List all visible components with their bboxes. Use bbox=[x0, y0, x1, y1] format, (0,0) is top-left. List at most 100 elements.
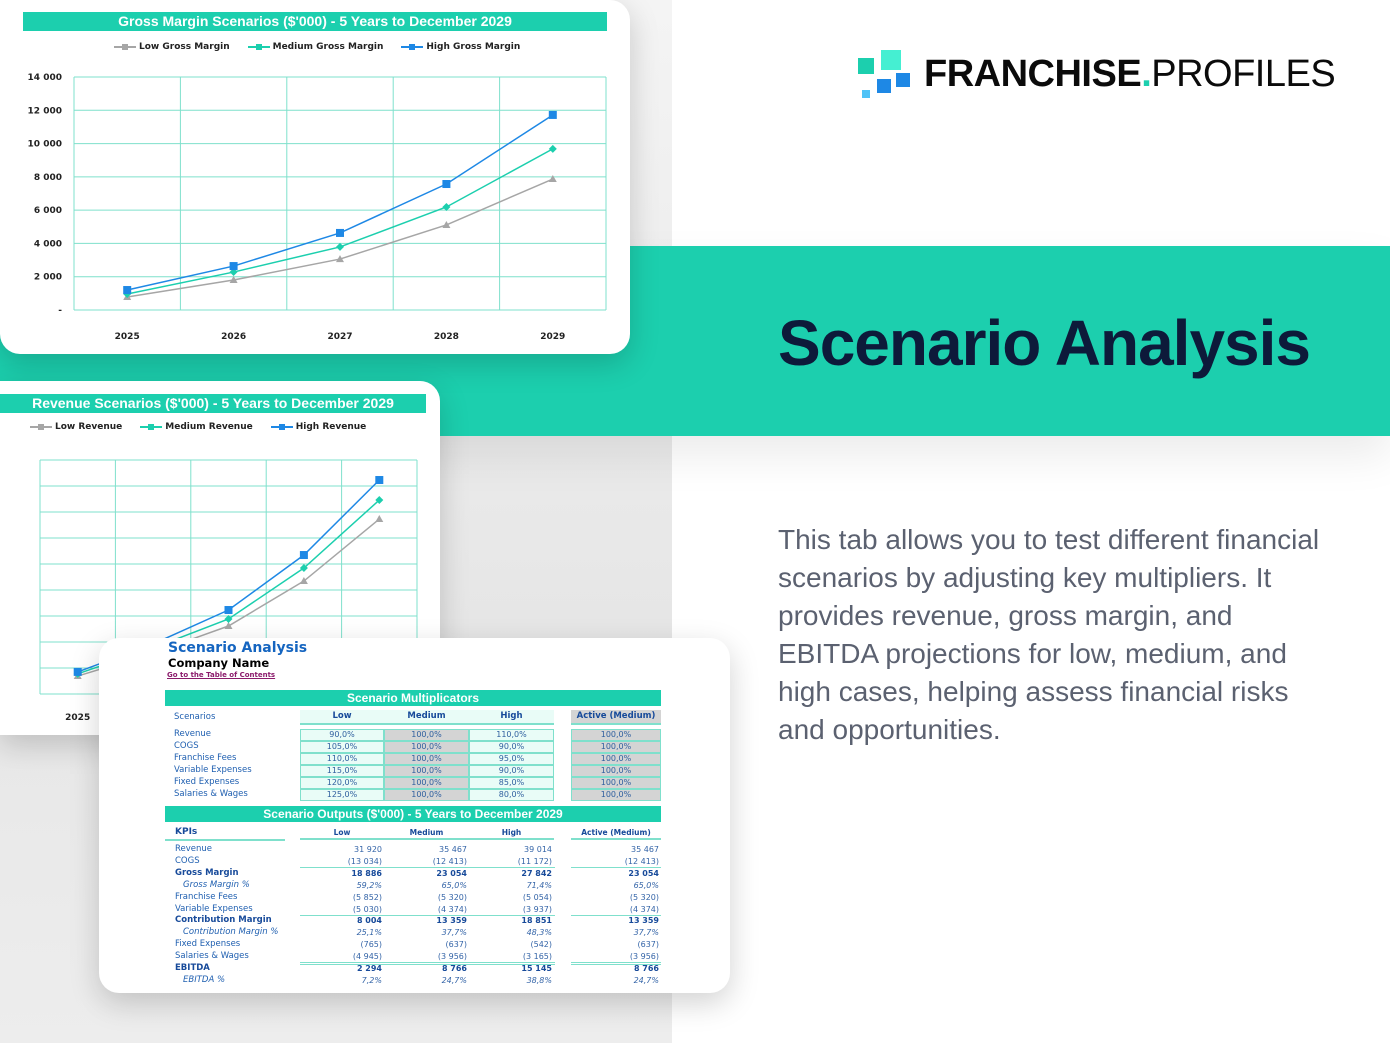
kpi-value: 25,1% bbox=[356, 928, 382, 938]
kpi-value: 37,7% bbox=[441, 928, 467, 938]
kpi-value: (3 956) bbox=[629, 952, 659, 962]
logo-text-bold: FRANCHISE bbox=[924, 53, 1142, 95]
multiplier-input-cell[interactable]: 105,0% bbox=[300, 741, 384, 753]
kpi-value: 15 145 bbox=[521, 964, 552, 973]
kpi-value: (5 320) bbox=[629, 892, 659, 902]
gross-margin-chart-card: Gross Margin Scenarios ($'000) - 5 Years… bbox=[0, 0, 630, 354]
data-point bbox=[548, 144, 557, 153]
data-point bbox=[299, 564, 308, 573]
data-point bbox=[229, 276, 238, 284]
kpi-label: Fixed Expenses bbox=[175, 939, 241, 950]
x-tick-label: 2028 bbox=[434, 332, 459, 342]
active-multiplier-cell: 100,0% bbox=[571, 741, 661, 753]
kpi-label: EBITDA bbox=[175, 963, 210, 973]
multiplier-input-cell[interactable]: 100,0% bbox=[384, 789, 469, 801]
kpi-value: 35 467 bbox=[439, 845, 467, 854]
data-point bbox=[375, 476, 384, 485]
multiplier-input-cell[interactable]: 100,0% bbox=[384, 753, 469, 765]
multiplier-input-cell[interactable]: 90,0% bbox=[300, 729, 384, 741]
series-line bbox=[127, 178, 554, 298]
y-tick-label: 10 000 bbox=[28, 140, 62, 150]
legend-swatch-icon bbox=[140, 424, 163, 430]
hero-title: Scenario Analysis bbox=[778, 307, 1311, 379]
kpi-value: (637) bbox=[445, 940, 467, 950]
kpi-value: (5 030) bbox=[352, 904, 382, 914]
kpi-value: (4 945) bbox=[352, 952, 382, 962]
chart-title: Revenue Scenarios ($'000) - 5 Years to D… bbox=[0, 394, 426, 413]
multiplier-input-cell[interactable]: 90,0% bbox=[469, 765, 554, 777]
data-point bbox=[224, 606, 233, 615]
kpi-label: Gross Margin % bbox=[183, 879, 250, 890]
kpi-label: Gross Margin bbox=[175, 867, 239, 878]
kpi-label: EBITDA % bbox=[183, 974, 226, 985]
kpi-value: 13 359 bbox=[628, 916, 659, 926]
multiplier-input-cell[interactable]: 125,0% bbox=[300, 789, 384, 801]
y-tick-label: 8 000 bbox=[34, 173, 62, 183]
kpi-value: 8 766 bbox=[441, 964, 467, 973]
data-point bbox=[442, 202, 451, 211]
multiplier-input-cell[interactable]: 100,0% bbox=[384, 777, 469, 789]
kpis-label: KPIs bbox=[175, 827, 198, 837]
column-header: Medium bbox=[384, 710, 469, 725]
kpi-value: 24,7% bbox=[633, 975, 659, 985]
kpi-value: 23 054 bbox=[628, 868, 659, 878]
legend-label: Low Revenue bbox=[55, 422, 123, 432]
kpi-value: 7,2% bbox=[361, 975, 382, 985]
active-multiplier-cell: 100,0% bbox=[571, 789, 661, 801]
multiplier-input-cell[interactable]: 110,0% bbox=[300, 753, 384, 765]
multiplier-input-cell[interactable]: 90,0% bbox=[469, 741, 554, 753]
kpi-value: (3 937) bbox=[522, 904, 552, 914]
kpi-value: 31 920 bbox=[354, 845, 382, 854]
legend-item: Medium Revenue bbox=[140, 421, 253, 433]
multiplier-label: COGS bbox=[174, 741, 199, 751]
y-tick-label: 4 000 bbox=[34, 239, 62, 249]
kpi-value: (765) bbox=[360, 940, 382, 950]
logo-text-light: PROFILES bbox=[1151, 53, 1336, 95]
multiplier-input-cell[interactable]: 120,0% bbox=[300, 777, 384, 789]
kpi-label: Contribution Margin % bbox=[183, 927, 279, 938]
multiplier-label: Salaries & Wages bbox=[174, 789, 248, 799]
data-point bbox=[548, 110, 557, 119]
scenarios-label: Scenarios bbox=[174, 712, 216, 722]
multiplier-input-cell[interactable]: 80,0% bbox=[469, 789, 554, 801]
kpi-label: Variable Expenses bbox=[175, 903, 253, 914]
logo-mark-icon bbox=[858, 48, 910, 98]
x-tick-label: 2025 bbox=[115, 332, 140, 342]
multiplier-input-cell[interactable]: 100,0% bbox=[384, 741, 469, 753]
legend-label: Medium Revenue bbox=[165, 422, 253, 432]
multiplier-input-cell[interactable]: 95,0% bbox=[469, 753, 554, 765]
kpi-value: 48,3% bbox=[526, 928, 552, 938]
legend-label: Low Gross Margin bbox=[139, 42, 230, 52]
kpi-label: Franchise Fees bbox=[175, 891, 238, 902]
scenario-sheet-card: Scenario Analysis Company Name Go to the… bbox=[99, 638, 730, 993]
multiplier-label: Franchise Fees bbox=[174, 753, 237, 763]
kpi-value: 37,7% bbox=[633, 928, 659, 938]
table-of-contents-link[interactable]: Go to the Table of Contents bbox=[167, 671, 276, 679]
column-header: High bbox=[469, 827, 554, 840]
data-point bbox=[336, 255, 344, 263]
legend-label: Medium Gross Margin bbox=[272, 42, 384, 52]
multiplier-label: Variable Expenses bbox=[174, 765, 252, 775]
active-multiplier-cell: 100,0% bbox=[571, 777, 661, 789]
multiplier-input-cell[interactable]: 100,0% bbox=[384, 729, 469, 741]
kpi-value: 13 359 bbox=[436, 916, 467, 926]
multiplier-label: Revenue bbox=[174, 729, 212, 739]
company-name: Company Name bbox=[168, 656, 270, 670]
series-line bbox=[127, 114, 554, 291]
y-tick-label: 6 000 bbox=[34, 206, 62, 216]
multiplier-input-cell[interactable]: 100,0% bbox=[384, 765, 469, 777]
multiplier-input-cell[interactable]: 85,0% bbox=[469, 777, 554, 789]
kpi-value: 71,4% bbox=[526, 880, 552, 890]
y-tick-label: 12 000 bbox=[28, 106, 62, 116]
data-point bbox=[73, 667, 82, 676]
multiplier-input-cell[interactable]: 115,0% bbox=[300, 765, 384, 777]
kpi-value: (13 034) bbox=[347, 856, 382, 866]
logo-dot: . bbox=[1141, 53, 1152, 95]
outputs-header: Scenario Outputs ($'000) - 5 Years to De… bbox=[165, 806, 661, 822]
kpi-value: 35 467 bbox=[631, 845, 659, 854]
kpi-value: 65,0% bbox=[633, 880, 659, 890]
data-point bbox=[224, 614, 233, 623]
multiplier-input-cell[interactable]: 110,0% bbox=[469, 729, 554, 741]
data-point bbox=[442, 220, 451, 228]
kpi-value: 65,0% bbox=[441, 880, 467, 890]
